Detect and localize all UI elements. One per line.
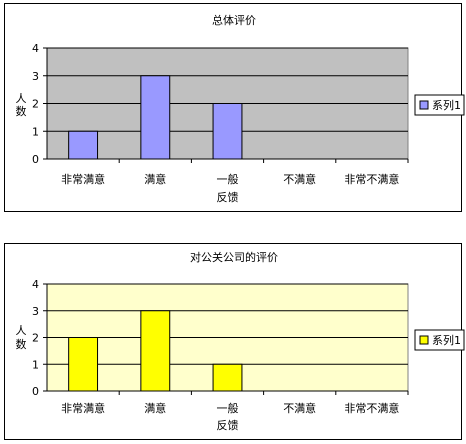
y-axis-label: 人数: [16, 92, 27, 118]
y-tick-label: 0: [32, 385, 39, 398]
x-tick-label: 一般: [217, 402, 239, 415]
y-tick-label: 1: [32, 358, 39, 371]
x-tick-label: 非常满意: [61, 401, 105, 415]
chart-overall-evaluation: 总体评价 0 1 2 3 4 非常满意 满意 一般 不满意 非常不满意反馈 人数 系列1: [4, 3, 465, 212]
y-tick-label: 2: [32, 332, 39, 345]
legend-box: [414, 94, 465, 116]
chart-pr-company-evaluation: 对公关公司的评价 0 1 2 3 4 非常满意 满意 一般 不满意 非常不满意反馈 人数 系列1: [4, 243, 465, 440]
bar-3: [212, 363, 243, 392]
legend-box: [414, 329, 465, 351]
bar-1: [68, 337, 99, 392]
y-tick-label: 4: [32, 278, 39, 291]
y-tick-label: 3: [32, 70, 39, 83]
chart-title: 总体评价: [212, 13, 256, 27]
x-axis-label: 反馈: [217, 191, 239, 204]
legend-swatch: [419, 335, 429, 345]
y-axis-label: 人数: [16, 324, 27, 351]
x-tick-label: 非常满意: [61, 172, 105, 186]
y-tick-label: 0: [32, 153, 39, 166]
x-tick-label: 不满意: [283, 401, 316, 415]
x-tick-label: 满意: [144, 401, 166, 415]
bar-3: [212, 103, 243, 160]
legend-label: 系列1: [432, 98, 461, 112]
x-tick-label: 一般: [217, 173, 239, 186]
chart-title: 对公关公司的评价: [190, 250, 278, 264]
x-tick-label: 不满意: [283, 172, 316, 186]
legend-swatch: [419, 100, 429, 110]
bar-2: [140, 310, 171, 392]
x-tick-label: 满意: [144, 172, 166, 186]
y-tick-label: 1: [32, 125, 39, 138]
y-tick-label: 4: [32, 42, 39, 55]
bar-1: [68, 130, 99, 160]
x-tick-label: 非常不满意: [344, 172, 399, 186]
x-tick-label: 非常不满意: [344, 401, 399, 415]
x-axis-label: 反馈: [217, 419, 239, 432]
bar-2: [140, 75, 171, 160]
y-tick-label: 3: [32, 305, 39, 318]
legend-label: 系列1: [432, 333, 461, 347]
y-tick-label: 2: [32, 98, 39, 111]
